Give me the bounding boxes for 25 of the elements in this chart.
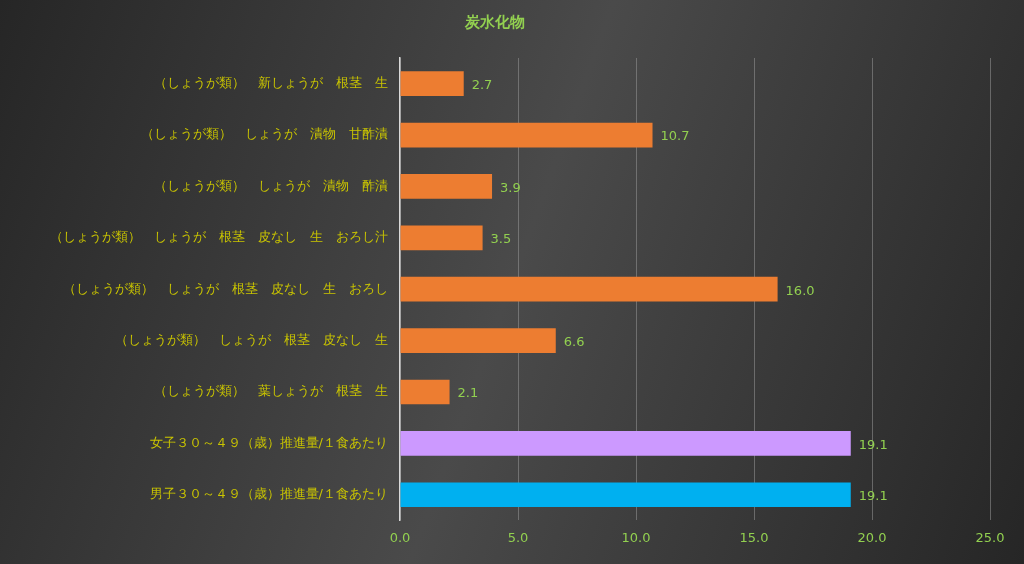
x-tick-label: 15.0 [739,529,769,545]
y-tick-label: （しょうが類） 新しょうが 根茎 生 [154,75,388,91]
data-label: 6.6 [563,333,585,349]
data-label: 10.7 [660,128,690,144]
data-label: 19.1 [858,488,888,504]
y-tick-label: （しょうが類） しょうが 根茎 皮なし 生 [115,331,388,347]
y-tick-label: 男子３０～４９（歳）推進量/１食あたり [149,486,388,502]
data-label: 16.0 [785,282,815,298]
y-tick-label: （しょうが類） 葉しょうが 根茎 生 [154,383,388,399]
chart-title: 炭水化物 [464,12,525,31]
data-label: 2.1 [457,385,479,401]
data-label: 3.9 [500,179,521,195]
x-tick-label: 5.0 [507,529,529,545]
data-label: 3.5 [490,231,512,247]
y-tick-label: （しょうが類） しょうが 漬物 甘酢漬 [141,126,388,142]
y-tick-label: 女子３０～４９（歳）推進量/１食あたり [149,434,388,450]
x-tick-label: 10.0 [621,529,651,545]
y-tick-label: （しょうが類） しょうが 根茎 皮なし 生 おろし汁 [50,229,388,245]
x-tick-label: 25.0 [975,529,1005,545]
y-tick-label: （しょうが類） しょうが 根茎 皮なし 生 おろし [63,280,388,296]
x-tick-label: 20.0 [857,529,887,545]
data-label: 19.1 [858,436,888,452]
x-tick-label: 0.0 [389,529,411,545]
data-label: 2.7 [471,77,493,93]
y-tick-label: （しょうが類） しょうが 漬物 酢漬 [154,177,388,193]
